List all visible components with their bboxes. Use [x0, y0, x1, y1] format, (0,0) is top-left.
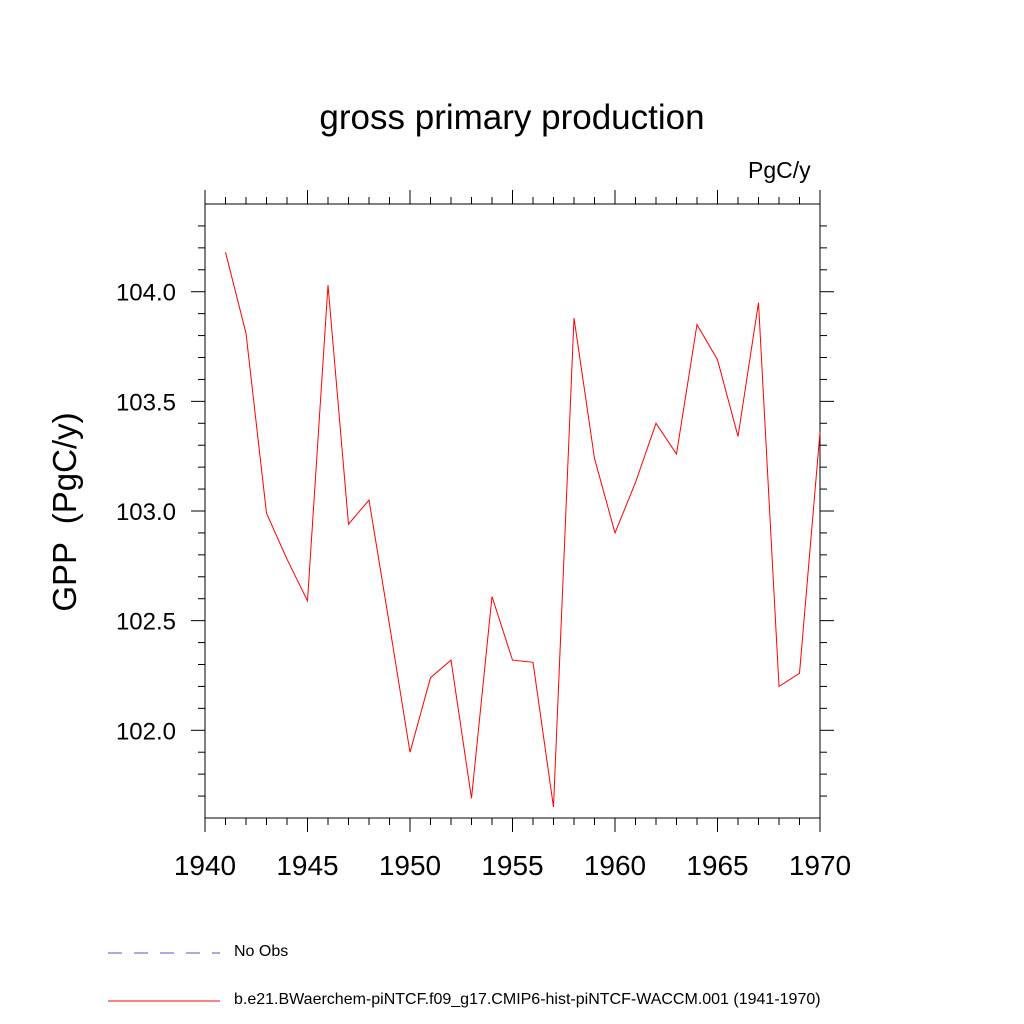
axis-tick-labels: 1940 1945 1950 1955 1960 1965 1970 102.0 102.5 10… [116, 280, 851, 881]
x-tick-label: 1970 [789, 850, 851, 881]
chart-title: gross primary production [319, 98, 705, 137]
plot-frame [204, 203, 821, 819]
series-line [225, 252, 821, 808]
units-label: PgC/y [748, 157, 811, 183]
y-tick-label: 104.0 [116, 280, 176, 307]
x-tick-label: 1950 [379, 850, 441, 881]
x-tick-label: 1940 [174, 850, 236, 881]
series-layer [225, 252, 821, 808]
x-tick-label: 1960 [584, 850, 646, 881]
y-tick-label: 102.0 [116, 718, 176, 745]
legend-label-model-run: b.e21.BWaerchem-piNTCF.f09_g17.CMIP6-his… [234, 991, 821, 1008]
legend-label-no-obs: No Obs [234, 943, 289, 960]
x-tick-label: 1955 [481, 850, 543, 881]
legend [108, 952, 220, 1002]
x-tick-label: 1945 [276, 850, 338, 881]
axis-ticks [191, 190, 834, 832]
y-tick-label: 103.5 [116, 389, 176, 416]
x-tick-label: 1965 [686, 850, 748, 881]
y-tick-label: 102.5 [116, 609, 176, 636]
y-tick-label: 103.0 [116, 499, 176, 526]
